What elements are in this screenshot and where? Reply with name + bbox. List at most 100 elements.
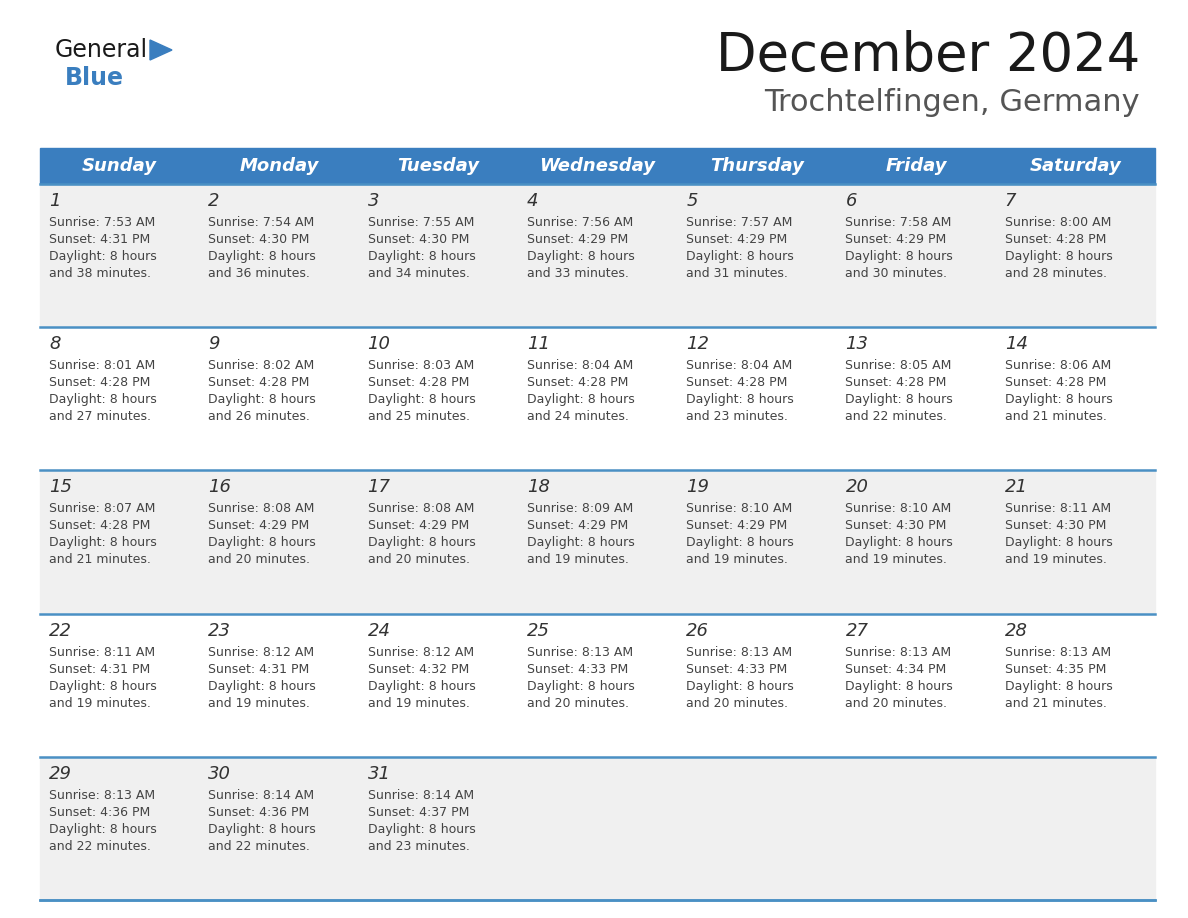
Text: Sunset: 4:28 PM: Sunset: 4:28 PM	[208, 376, 310, 389]
Text: and 33 minutes.: and 33 minutes.	[526, 267, 628, 280]
Text: Sunset: 4:28 PM: Sunset: 4:28 PM	[367, 376, 469, 389]
Text: 27: 27	[846, 621, 868, 640]
Text: Monday: Monday	[239, 157, 318, 175]
Text: 4: 4	[526, 192, 538, 210]
Text: Sunrise: 7:54 AM: Sunrise: 7:54 AM	[208, 216, 315, 229]
Text: 14: 14	[1005, 335, 1028, 353]
Text: and 23 minutes.: and 23 minutes.	[367, 840, 469, 853]
Text: 16: 16	[208, 478, 232, 497]
Text: Sunset: 4:29 PM: Sunset: 4:29 PM	[687, 233, 788, 246]
Text: Daylight: 8 hours: Daylight: 8 hours	[526, 393, 634, 406]
Text: Daylight: 8 hours: Daylight: 8 hours	[687, 393, 794, 406]
Text: Daylight: 8 hours: Daylight: 8 hours	[526, 536, 634, 549]
Text: 26: 26	[687, 621, 709, 640]
Text: Sunrise: 8:00 AM: Sunrise: 8:00 AM	[1005, 216, 1111, 229]
Text: and 34 minutes.: and 34 minutes.	[367, 267, 469, 280]
Text: Sunset: 4:28 PM: Sunset: 4:28 PM	[1005, 376, 1106, 389]
Text: and 22 minutes.: and 22 minutes.	[846, 410, 947, 423]
Bar	[40, 184, 1155, 327]
Text: 7: 7	[1005, 192, 1016, 210]
Text: Sunrise: 8:08 AM: Sunrise: 8:08 AM	[367, 502, 474, 515]
Text: Sunset: 4:30 PM: Sunset: 4:30 PM	[208, 233, 310, 246]
Text: 13: 13	[846, 335, 868, 353]
Text: 21: 21	[1005, 478, 1028, 497]
Text: 2: 2	[208, 192, 220, 210]
Text: 23: 23	[208, 621, 232, 640]
Text: 10: 10	[367, 335, 391, 353]
Text: 5: 5	[687, 192, 697, 210]
Text: Sunset: 4:28 PM: Sunset: 4:28 PM	[526, 376, 628, 389]
Text: Daylight: 8 hours: Daylight: 8 hours	[1005, 679, 1112, 692]
Text: Sunrise: 8:13 AM: Sunrise: 8:13 AM	[1005, 645, 1111, 658]
Text: Daylight: 8 hours: Daylight: 8 hours	[49, 250, 157, 263]
Text: Sunset: 4:33 PM: Sunset: 4:33 PM	[526, 663, 628, 676]
Text: Daylight: 8 hours: Daylight: 8 hours	[687, 536, 794, 549]
Text: Sunset: 4:31 PM: Sunset: 4:31 PM	[49, 233, 150, 246]
Text: Daylight: 8 hours: Daylight: 8 hours	[208, 679, 316, 692]
Text: Sunset: 4:36 PM: Sunset: 4:36 PM	[49, 806, 150, 819]
Text: and 19 minutes.: and 19 minutes.	[526, 554, 628, 566]
Text: Sunset: 4:34 PM: Sunset: 4:34 PM	[846, 663, 947, 676]
Text: Sunset: 4:29 PM: Sunset: 4:29 PM	[846, 233, 947, 246]
Text: Daylight: 8 hours: Daylight: 8 hours	[367, 250, 475, 263]
Text: Daylight: 8 hours: Daylight: 8 hours	[687, 250, 794, 263]
Text: and 36 minutes.: and 36 minutes.	[208, 267, 310, 280]
Text: and 25 minutes.: and 25 minutes.	[367, 410, 469, 423]
Text: and 20 minutes.: and 20 minutes.	[208, 554, 310, 566]
Text: and 19 minutes.: and 19 minutes.	[1005, 554, 1106, 566]
Text: 8: 8	[49, 335, 61, 353]
Text: Daylight: 8 hours: Daylight: 8 hours	[208, 393, 316, 406]
Text: Daylight: 8 hours: Daylight: 8 hours	[846, 393, 953, 406]
Text: Sunset: 4:37 PM: Sunset: 4:37 PM	[367, 806, 469, 819]
Text: Daylight: 8 hours: Daylight: 8 hours	[208, 250, 316, 263]
Text: and 19 minutes.: and 19 minutes.	[49, 697, 151, 710]
Text: and 23 minutes.: and 23 minutes.	[687, 410, 788, 423]
Bar	[40, 470, 1155, 613]
Text: Sunrise: 8:13 AM: Sunrise: 8:13 AM	[687, 645, 792, 658]
Text: Sunrise: 8:11 AM: Sunrise: 8:11 AM	[1005, 502, 1111, 515]
Text: Daylight: 8 hours: Daylight: 8 hours	[1005, 250, 1112, 263]
Text: Daylight: 8 hours: Daylight: 8 hours	[1005, 536, 1112, 549]
Text: Sunrise: 8:05 AM: Sunrise: 8:05 AM	[846, 359, 952, 372]
Text: Friday: Friday	[885, 157, 947, 175]
Text: 29: 29	[49, 765, 72, 783]
Text: Sunrise: 8:12 AM: Sunrise: 8:12 AM	[367, 645, 474, 658]
Text: Sunset: 4:36 PM: Sunset: 4:36 PM	[208, 806, 310, 819]
Text: Sunrise: 8:14 AM: Sunrise: 8:14 AM	[208, 789, 315, 801]
Text: Daylight: 8 hours: Daylight: 8 hours	[526, 250, 634, 263]
Text: Daylight: 8 hours: Daylight: 8 hours	[846, 536, 953, 549]
Text: 30: 30	[208, 765, 232, 783]
Text: and 38 minutes.: and 38 minutes.	[49, 267, 151, 280]
Text: Trochtelfingen, Germany: Trochtelfingen, Germany	[764, 88, 1140, 117]
Text: Sunset: 4:30 PM: Sunset: 4:30 PM	[846, 520, 947, 532]
Text: Sunrise: 7:55 AM: Sunrise: 7:55 AM	[367, 216, 474, 229]
Bar	[40, 613, 1155, 756]
Text: Sunrise: 8:10 AM: Sunrise: 8:10 AM	[687, 502, 792, 515]
Text: Daylight: 8 hours: Daylight: 8 hours	[846, 679, 953, 692]
Text: Sunrise: 8:07 AM: Sunrise: 8:07 AM	[49, 502, 156, 515]
Text: Sunset: 4:31 PM: Sunset: 4:31 PM	[208, 663, 310, 676]
Text: Sunrise: 8:13 AM: Sunrise: 8:13 AM	[846, 645, 952, 658]
Text: and 19 minutes.: and 19 minutes.	[846, 554, 947, 566]
Text: Daylight: 8 hours: Daylight: 8 hours	[49, 393, 157, 406]
Text: Daylight: 8 hours: Daylight: 8 hours	[687, 679, 794, 692]
Text: Sunday: Sunday	[82, 157, 157, 175]
Bar	[40, 327, 1155, 470]
Text: Sunset: 4:32 PM: Sunset: 4:32 PM	[367, 663, 469, 676]
Text: Daylight: 8 hours: Daylight: 8 hours	[49, 536, 157, 549]
Text: and 19 minutes.: and 19 minutes.	[367, 697, 469, 710]
Text: Sunrise: 7:57 AM: Sunrise: 7:57 AM	[687, 216, 792, 229]
Text: Sunset: 4:29 PM: Sunset: 4:29 PM	[526, 520, 628, 532]
Text: Sunset: 4:29 PM: Sunset: 4:29 PM	[526, 233, 628, 246]
Text: and 20 minutes.: and 20 minutes.	[526, 697, 628, 710]
Text: Sunrise: 8:12 AM: Sunrise: 8:12 AM	[208, 645, 315, 658]
Text: 15: 15	[49, 478, 72, 497]
Text: Sunset: 4:28 PM: Sunset: 4:28 PM	[687, 376, 788, 389]
Text: 18: 18	[526, 478, 550, 497]
Text: and 31 minutes.: and 31 minutes.	[687, 267, 788, 280]
Text: Sunrise: 8:01 AM: Sunrise: 8:01 AM	[49, 359, 156, 372]
Text: Sunrise: 7:58 AM: Sunrise: 7:58 AM	[846, 216, 952, 229]
Text: Daylight: 8 hours: Daylight: 8 hours	[49, 679, 157, 692]
Text: Thursday: Thursday	[710, 157, 804, 175]
Text: Sunrise: 8:04 AM: Sunrise: 8:04 AM	[687, 359, 792, 372]
